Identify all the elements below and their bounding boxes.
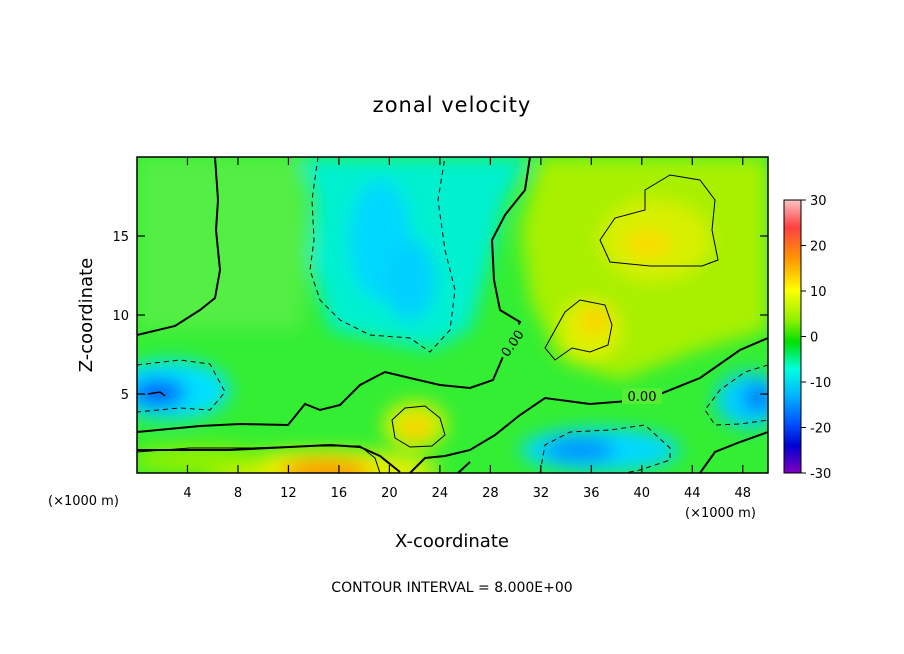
contour-neg-left-core xyxy=(147,391,166,397)
colorbar-tick-label: -10 xyxy=(810,376,831,391)
contour-pos-upper-right xyxy=(599,174,719,267)
warm-mid-core xyxy=(401,418,429,438)
x-tick-label: 16 xyxy=(331,486,348,501)
contour-zero-lower-2 xyxy=(409,337,768,473)
warm-upper-right-core xyxy=(626,232,670,256)
x-tick-label: 4 xyxy=(183,486,191,501)
cold-bottom-right-core xyxy=(545,438,615,462)
contour-pos-mid-right xyxy=(544,299,613,361)
colorbar-ticks: 30 20 10 0 -10 -20 -30 xyxy=(801,194,831,482)
y-tick-label: 5 xyxy=(121,388,129,403)
chart-title: zonal velocity xyxy=(373,93,532,117)
x-tick-label: 40 xyxy=(634,486,651,501)
x-unit-left: (×1000 m) xyxy=(48,494,119,509)
colorbar xyxy=(783,199,802,474)
cold-core-upper-2 xyxy=(385,240,435,320)
x-tick-label: 24 xyxy=(432,486,449,501)
contour-zero-bottom xyxy=(457,461,471,473)
y-tick-label: 15 xyxy=(112,230,129,245)
x-tick-label: 28 xyxy=(482,486,499,501)
x-tick-label: 32 xyxy=(533,486,550,501)
x-unit-right: (×1000 m) xyxy=(685,506,756,521)
warm-jet-core xyxy=(280,460,370,473)
contour-pos-jet xyxy=(137,445,381,473)
colorbar-tick-label: 20 xyxy=(810,240,827,255)
heatmap-field: 0.00 0.00 xyxy=(137,157,768,473)
warm-bottom-left xyxy=(137,445,270,473)
colorbar-tick-label: -20 xyxy=(810,422,831,437)
x-tick-label: 8 xyxy=(234,486,242,501)
contour-interval: CONTOUR INTERVAL = 8.000E+00 xyxy=(331,580,572,596)
contour-zero-center xyxy=(137,157,531,433)
contour-pos-mid xyxy=(391,405,446,448)
cold-right-core xyxy=(744,384,768,412)
contour-label-2: 0.00 xyxy=(622,388,662,405)
x-tick-label: 48 xyxy=(734,486,751,501)
contours xyxy=(137,157,768,473)
y-tick-label: 10 xyxy=(112,309,129,324)
y-axis-label: Z-coordinate xyxy=(76,258,97,373)
contour-neg-bottom-right xyxy=(539,424,671,473)
x-tick-label: 36 xyxy=(583,486,600,501)
x-axis: 4 8 12 16 20 24 28 32 36 40 44 48 xyxy=(183,157,751,501)
colorbar-tick-label: 0 xyxy=(810,331,818,346)
contour-zero-left xyxy=(137,157,222,336)
colorbar-tick-label: 30 xyxy=(810,194,827,209)
y-axis: 5 10 15 xyxy=(112,230,768,403)
contour-neg-upper xyxy=(309,157,456,353)
contour-zero-right-bottom xyxy=(699,431,768,473)
x-tick-label: 20 xyxy=(381,486,398,501)
x-tick-label: 12 xyxy=(280,486,297,501)
cold-region-top-left xyxy=(137,157,310,330)
colorbar-tick-label: -30 xyxy=(810,467,831,482)
x-tick-label: 44 xyxy=(684,486,701,501)
colorbar-tick-label: 10 xyxy=(810,285,827,300)
warm-mid-right-core xyxy=(581,306,609,334)
svg-text:0.00: 0.00 xyxy=(628,390,657,405)
x-axis-label: X-coordinate xyxy=(395,531,509,552)
